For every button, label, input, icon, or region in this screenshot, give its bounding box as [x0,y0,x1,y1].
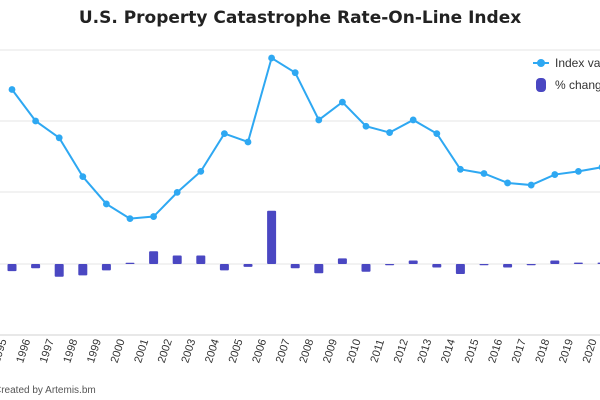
legend-item-pct-change[interactable]: % change [536,78,600,92]
change-bar-2019 [573,262,583,264]
change-bars [7,210,600,277]
x-tick-label-2019: 2019 [557,338,576,365]
index-point-2012 [409,116,417,124]
change-bar-2007 [290,264,300,269]
grid-lines [0,49,600,336]
x-tick-label-1999: 1999 [85,338,104,365]
index-point-2015 [480,170,488,177]
index-line-path [11,56,600,220]
x-tick-label-2001: 2001 [132,338,151,365]
change-bar-2017 [526,264,536,266]
index-point-2013 [433,130,441,138]
change-bar-2006 [267,210,277,264]
x-tick-label-2018: 2018 [533,338,552,365]
change-bar-2001 [149,251,159,264]
x-tick-label-2002: 2002 [156,338,175,365]
x-tick-labels: 1995 1996 1997 1998 1999 2000 2001 2002 2003 2004… [0,338,600,365]
change-bar-2020 [597,262,600,264]
x-tick-label-1997: 1997 [38,338,57,365]
legend-bar-swatch [536,78,546,92]
x-tick-label-2003: 2003 [179,338,198,365]
change-bar-2009 [337,258,347,264]
change-bar-2011 [385,264,395,266]
change-bar-1998 [78,264,88,276]
change-bar-2003 [196,255,206,264]
x-tick-label-2010: 2010 [345,338,364,365]
chart-title: U.S. Property Catastrophe Rate-On-Line I… [78,8,522,28]
index-point-2009 [339,98,346,106]
index-point-2011 [386,129,393,136]
change-bar-1996 [31,264,41,269]
index-line [8,54,600,223]
index-point-2007 [291,69,299,77]
index-point-2018 [551,171,559,178]
index-point-2002 [173,189,181,196]
change-bar-2002 [172,255,182,264]
x-tick-label-1998: 1998 [61,338,80,365]
x-tick-label-1995: 1995 [0,338,10,365]
index-point-2017 [527,181,535,189]
index-point-2003 [197,168,205,175]
change-bar-2018 [550,260,560,264]
credit-text: Created by Artemis.bm [0,385,96,396]
x-tick-label-2006: 2006 [250,338,269,365]
x-tick-label-2004: 2004 [203,338,222,365]
change-bar-2016 [503,264,513,268]
change-bar-1999 [101,264,111,271]
x-tick-label-2007: 2007 [274,338,293,365]
legend-label: % change [555,78,600,92]
x-tick-label-2013: 2013 [415,338,434,365]
change-bar-2005 [243,264,253,267]
index-point-2016 [504,179,511,187]
change-bar-1995 [7,264,17,272]
x-tick-label-1996: 1996 [14,338,33,365]
index-point-1996 [32,117,39,125]
x-tick-label-2011: 2011 [368,338,387,364]
x-tick-label-2000: 2000 [109,338,128,365]
change-bar-2014 [455,264,465,274]
index-point-1999 [103,200,110,208]
x-tick-label-2005: 2005 [227,338,246,365]
x-tick-label-2020: 2020 [581,338,600,365]
x-tick-label-2009: 2009 [321,338,340,365]
index-point-1997 [55,134,63,142]
x-tick-label-2008: 2008 [297,338,316,365]
change-bar-2000 [125,262,135,264]
index-point-2008 [315,116,323,124]
change-bar-2004 [219,264,229,271]
index-point-2014 [457,165,464,173]
index-point-1998 [79,173,87,181]
legend-item-index-value[interactable]: Index value [533,56,600,70]
change-bar-2012 [408,260,418,264]
x-tick-label-2012: 2012 [392,338,411,365]
index-point-2004 [221,130,228,138]
change-bar-2013 [432,264,442,268]
legend[interactable]: Index value % change [533,56,600,92]
index-point-2001 [150,213,158,220]
index-point-2019 [575,168,582,175]
index-point-2006 [268,54,275,62]
change-bar-1997 [54,264,64,277]
index-point-2000 [126,215,134,223]
change-bar-2010 [361,264,371,272]
change-bar-2008 [314,264,324,274]
x-tick-label-2017: 2017 [510,338,529,365]
x-tick-label-2015: 2015 [463,338,482,365]
index-point-2010 [362,122,370,130]
legend-label: Index value [555,56,600,70]
x-tick-label-2016: 2016 [486,338,505,365]
x-tick-label-2014: 2014 [439,338,458,365]
index-point-1995 [8,86,16,93]
index-point-2005 [244,138,252,146]
change-bar-2015 [479,264,489,266]
legend-marker [537,59,545,67]
